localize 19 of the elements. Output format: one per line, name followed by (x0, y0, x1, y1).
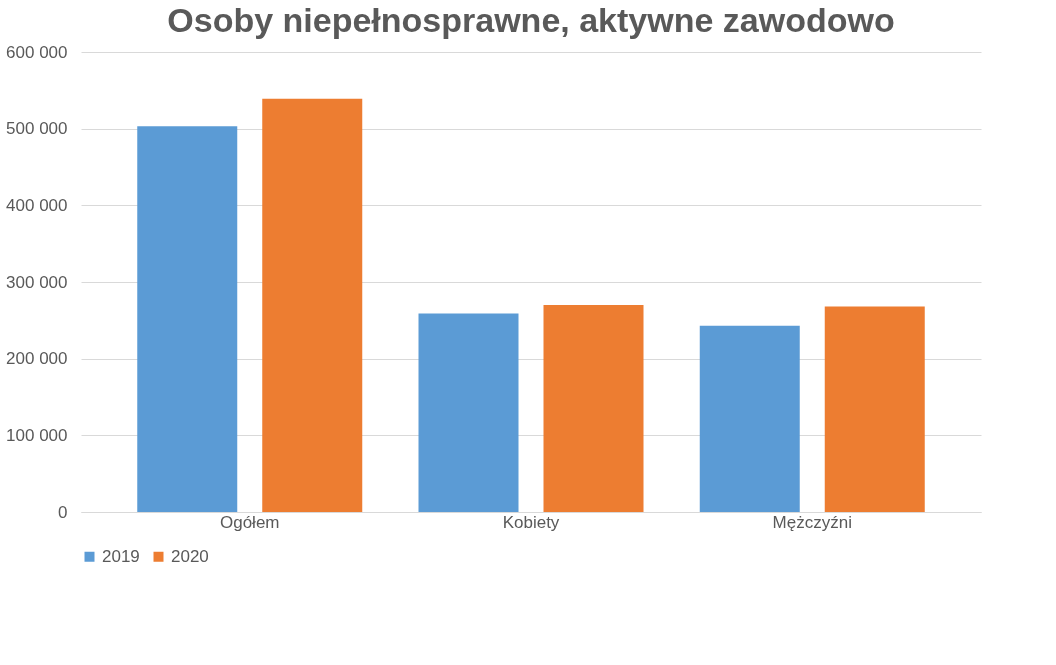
bar (543, 305, 644, 512)
bar (262, 98, 363, 512)
bar (699, 325, 800, 512)
y-tick-label: 0 (58, 502, 68, 522)
y-tick-label: 300 000 (6, 272, 68, 292)
bar (824, 306, 925, 512)
x-tick-label: Mężczyźni (772, 512, 852, 532)
y-tick-label: 500 000 (6, 119, 68, 139)
y-tick-label: 600 000 (6, 42, 68, 62)
y-tick-label: 200 000 (6, 349, 68, 369)
x-tick-label: Kobiety (502, 512, 560, 532)
bar (137, 126, 238, 512)
x-tick-label: Ogółem (219, 512, 280, 532)
y-tick-label: 100 000 (6, 425, 68, 445)
y-tick-label: 400 000 (6, 195, 68, 215)
bar (418, 313, 519, 512)
legend-label: 2020 (171, 546, 209, 566)
chart-title: Osoby niepełnosprawne, aktywne zawodowo (167, 1, 895, 39)
legend-label: 2019 (102, 546, 140, 566)
